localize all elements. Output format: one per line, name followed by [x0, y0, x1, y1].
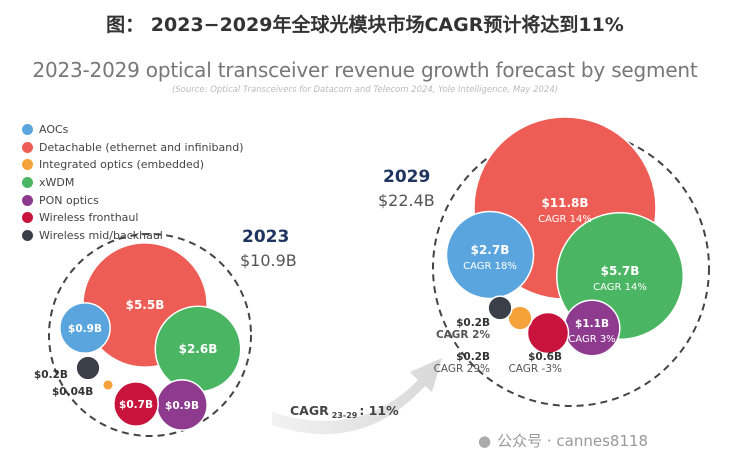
legend-label: AOCs	[39, 123, 69, 137]
cagr-label: CAGR 14%	[538, 214, 592, 225]
total-boundary-2023	[48, 233, 252, 437]
legend-swatch	[22, 229, 33, 241]
legend-label: Integrated optics (embedded)	[39, 158, 204, 172]
year-total: $22.4B	[378, 191, 435, 210]
legend-item: Wireless fronthaul	[22, 209, 244, 227]
legend-label: xWDM	[39, 176, 75, 190]
watermark-text: 公众号 · cannes8118	[497, 432, 649, 450]
cagr-label: CAGR 18%	[463, 261, 517, 272]
value-label: $0.04B	[52, 386, 93, 398]
cagr-label: CAGR -3%	[508, 363, 562, 375]
value-label: $0.6B	[528, 351, 562, 363]
source-note: (Source: Optical Transceivers for Dataco…	[171, 85, 559, 95]
value-label: $5.5B	[126, 298, 165, 312]
year-label: 2029	[383, 167, 430, 187]
legend-swatch	[22, 212, 33, 224]
legend: AOCs Detachable (ethernet and infiniband)…	[22, 121, 244, 244]
value-label: $5.7B	[601, 264, 640, 278]
cagr-label: CAGR 3%	[568, 334, 615, 345]
legend-item: xWDM	[22, 174, 244, 192]
legend-item: Integrated optics (embedded)	[22, 156, 244, 174]
value-label: $0.9B	[165, 400, 199, 412]
bubble-integrated-2023	[101, 378, 115, 392]
value-label: $2.7B	[471, 243, 510, 257]
chart-title: 2023-2029 optical transceiver revenue gr…	[32, 58, 698, 82]
bubble-wireless-2023	[113, 381, 159, 427]
value-label: $2.6B	[179, 342, 218, 356]
value-label: $1.1B	[575, 318, 609, 330]
bubble-integrated-2029	[507, 305, 533, 331]
bubble-aocs-2029	[445, 210, 535, 300]
legend-label: Wireless fronthaul	[39, 211, 139, 225]
cagr-label: CAGR 29%	[434, 363, 490, 375]
cagr-label: CAGR 14%	[593, 282, 647, 293]
legend-item: Detachable (ethernet and infiniband)	[22, 139, 244, 157]
year-total: $10.9B	[240, 251, 297, 270]
bubble-aocs-2023	[59, 302, 111, 354]
bubble-wireless-2029	[487, 295, 513, 321]
legend-label: Detachable (ethernet and infiniband)	[39, 140, 244, 154]
bubble-wireless-2023	[75, 355, 101, 381]
bubble-wireless-2029	[526, 311, 570, 355]
value-label: $0.2B	[34, 369, 68, 381]
value-label: $0.2B	[456, 351, 490, 363]
wechat-icon: ●	[478, 431, 492, 450]
legend-swatch	[22, 141, 33, 153]
value-label: $0.2B	[456, 317, 490, 329]
value-label: $0.9B	[68, 323, 102, 335]
overall-cagr-label: CAGR 23-29: 11%	[290, 403, 399, 420]
growth-arrow	[272, 358, 442, 435]
legend-swatch	[22, 124, 33, 136]
legend-item: Wireless mid/backhaul	[22, 227, 244, 245]
legend-swatch	[22, 194, 33, 206]
value-label: $11.8B	[541, 196, 588, 210]
chinese-title: 图： 2023−2029年全球光模块市场CAGR预计将达到11%	[106, 14, 624, 36]
legend-label: PON optics	[39, 193, 99, 207]
cagr-label: CAGR 2%	[436, 329, 490, 341]
legend-label: Wireless mid/backhaul	[39, 228, 163, 242]
legend-swatch	[22, 177, 33, 189]
legend-item: PON optics	[22, 191, 244, 209]
legend-item: AOCs	[22, 121, 244, 139]
year-label: 2023	[242, 227, 289, 247]
legend-swatch	[22, 159, 33, 171]
value-label: $0.7B	[119, 399, 153, 411]
watermark: ● 公众号 · cannes8118	[478, 430, 648, 451]
